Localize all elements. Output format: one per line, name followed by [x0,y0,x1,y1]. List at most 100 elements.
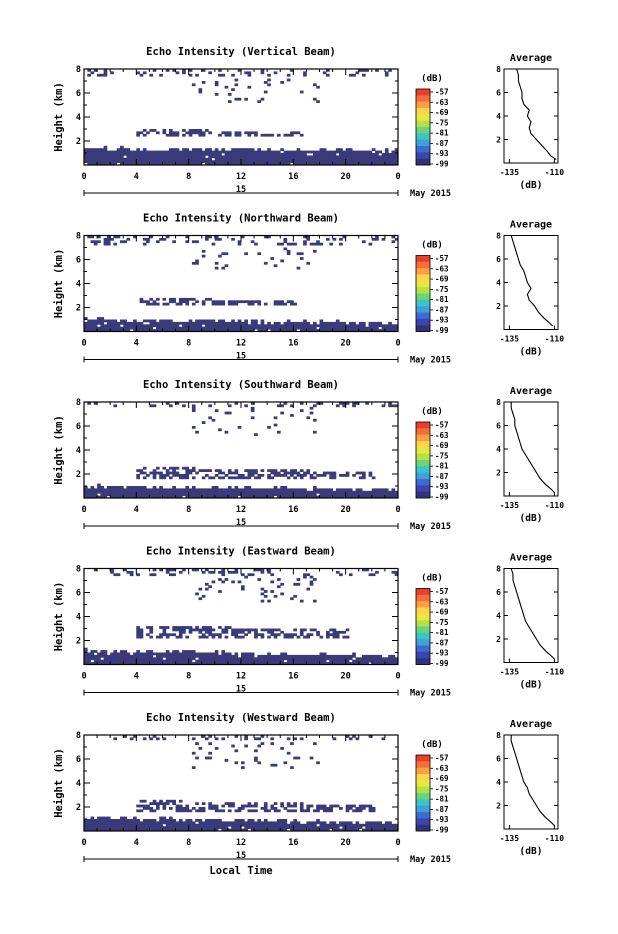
colorbar-frame [415,588,431,665]
colorbar-label: -63 [435,98,449,107]
x-tick-label: 16 [288,172,298,182]
x-tick-label: 12 [236,672,246,682]
profile-line [510,568,555,660]
colorbar-segment [416,793,430,800]
colorbar-label: -75 [435,285,449,294]
profile-x-tick-label: -110 [545,501,564,510]
profile-x-tick-label: -135 [500,834,519,843]
colorbar-label: -63 [435,597,449,606]
profile-y-tick-label: 2 [496,635,501,644]
colorbar-segment [416,479,430,486]
x-tick-label: 8 [186,838,191,848]
colorbar-segment [416,780,430,787]
y-tick-label: 2 [76,137,81,147]
x-tick-label: 0 [395,505,400,515]
panel-title: Echo Intensity (Westward Beam) [146,712,336,724]
colorbar-label: -87 [435,472,449,481]
profile-frame [503,401,559,497]
colorbar-label: -93 [435,649,449,658]
x-tick-label: 4 [134,172,139,182]
profile-y-tick-label: 2 [496,802,501,811]
colorbar-segment [416,460,430,467]
colorbar-segment [416,120,430,128]
profile-y-tick-label: 6 [496,255,501,264]
colorbar-segment [416,755,430,762]
colorbar-segment [416,146,430,153]
colorbar-segment [416,447,430,454]
colorbar-label: -57 [435,88,449,97]
profile-title: Average [510,553,552,564]
colorbar-segment [416,139,430,147]
date-label: 15 [236,352,246,362]
profile-line [510,402,555,493]
colorbar-label: -81 [435,795,449,804]
x-tick-label: 8 [186,672,191,682]
x-tick-label: 20 [341,838,351,848]
colorbar-label: -81 [435,628,449,637]
y-tick-label: 8 [76,65,81,75]
colorbar-label: -63 [435,764,449,773]
colorbar-segment [416,824,430,832]
colorbar-segment [416,441,430,448]
profile-title: Average [510,53,552,64]
x-tick-label: 16 [288,838,298,848]
x-tick-label: 8 [186,505,191,515]
profile-y-tick-label: 6 [496,422,501,431]
date-label: 15 [236,518,246,528]
colorbar-label: -69 [435,774,449,783]
profile-y-tick-label: 2 [496,136,501,145]
x-tick-label: 8 [186,172,191,182]
echo-panel-5: Echo Intensity (Westward Beam) 2 4 6 8 Height… [53,712,564,877]
x-tick-label: 0 [81,672,86,682]
profile-y-tick-label: 4 [496,112,501,121]
x-tick-label: 20 [341,672,351,682]
y-tick-label: 8 [76,398,81,408]
x-tick-label: 0 [81,505,86,515]
x-tick-label: 0 [81,339,86,349]
map-frame [83,401,399,499]
profile-x-label: (dB) [520,846,543,857]
month-label: May 2015 [410,855,451,865]
colorbar-segment [416,261,430,269]
colorbar-segment [416,620,430,627]
colorbar-segment [416,95,430,102]
echo-panel-3: Echo Intensity (Southward Beam) 2 4 6 8 Heigh… [53,379,564,532]
x-tick-label: 12 [236,838,246,848]
y-tick-label: 6 [76,89,81,99]
colorbar-segment [416,108,430,115]
profile-x-tick-label: -135 [500,168,519,177]
average-profile-plot: Average 2 4 6 8 -135 -110(dB) [496,53,564,191]
colorbar-unit: (dB) [421,407,443,417]
colorbar-label: -75 [435,451,449,460]
colorbar-segment [416,428,430,435]
colorbar-segment [416,491,430,499]
colorbar-segment [416,152,430,159]
x-tick-label: 12 [236,505,246,515]
colorbar-label: -81 [435,129,449,138]
colorbar-segment [416,818,430,825]
y-tick-label: 6 [76,755,81,765]
y-axis-label: Height (km) [53,415,65,485]
colorbar-segment [416,761,430,768]
profile-y-tick-label: 8 [496,565,501,574]
panel-title: Echo Intensity (Southward Beam) [143,379,339,391]
colorbar-segment [416,601,430,608]
profile-x-tick-label: -135 [500,335,519,344]
x-tick-label: 16 [288,672,298,682]
profile-y-tick-label: 4 [496,612,501,621]
x-tick-label: 0 [395,838,400,848]
colorbar-segment [416,299,430,307]
colorbar-segment [416,312,430,320]
month-label: May 2015 [410,522,451,532]
y-tick-label: 6 [76,256,81,266]
profile-line [516,68,557,160]
date-label: 15 [236,851,246,861]
echo-panel-2: Echo Intensity (Northward Beam) 2 4 6 8 Heigh… [53,213,564,366]
colorbar-label: -99 [435,659,449,668]
colorbar-segment [416,786,430,794]
profile-y-tick-label: 4 [496,279,501,288]
colorbar-label: -93 [435,482,449,491]
colorbar-segment [416,306,430,313]
colorbar-unit: (dB) [421,241,443,251]
colorbar-label: -75 [435,118,449,127]
